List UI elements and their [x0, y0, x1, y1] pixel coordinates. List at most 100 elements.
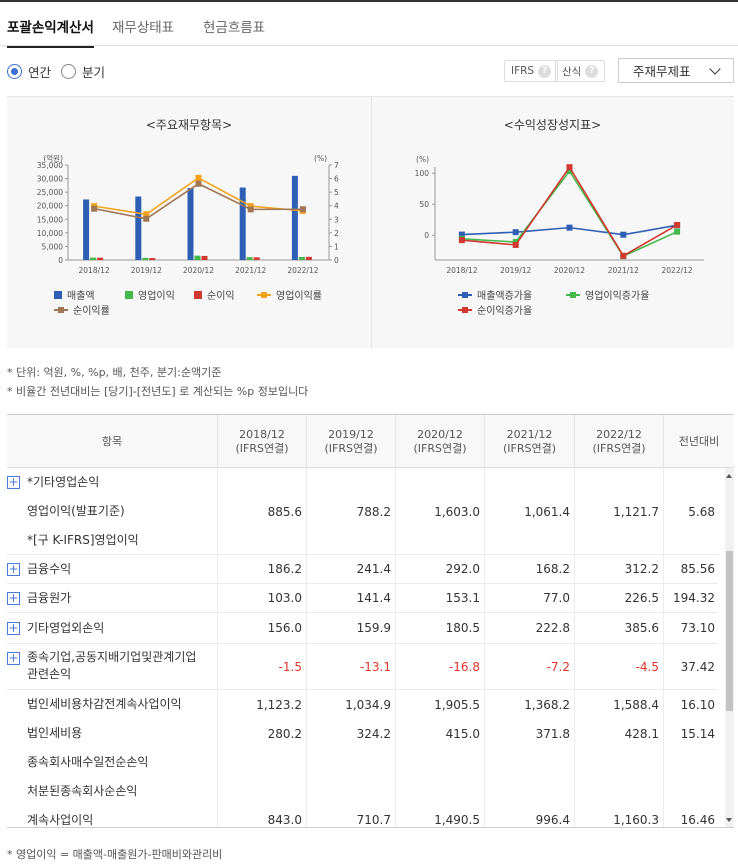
unit-note: * 단위: 억원, %, %p, 배, 천주, 분기:순액기준 [7, 366, 222, 379]
expand-plus-icon[interactable]: + [7, 475, 20, 489]
series-line-1 [93, 182, 303, 220]
table-cell [217, 526, 302, 554]
table-cell [306, 526, 391, 554]
help-icon[interactable]: ? [585, 64, 599, 78]
table-cell: 1,034.9 [345, 697, 391, 712]
column-header-basis: (IFRS연결) [502, 441, 557, 455]
table-row: + 종속기업,공동지배기업및관계기업관련손익 -1.5 -13.1 -16.8 -7.2 -… [7, 644, 718, 690]
line-point-1 [143, 215, 150, 222]
table-row: + 금융원가 103.0 141.4 153.1 77.0 226.5 194.32 [7, 584, 718, 613]
legend-label: 순이익률 [73, 306, 110, 317]
table-cell: -4.5 [635, 659, 659, 674]
column-divider [484, 468, 485, 827]
statement-type-select[interactable]: 주재무제표 [618, 58, 734, 83]
legend-swatch-line [458, 306, 472, 314]
bar-2 [305, 256, 312, 260]
income-statement-table: + *기타영업손익 영업이익(발표기준) 885.6 788.2 1,603.0 1,061… [7, 468, 734, 828]
radio-annual[interactable]: 연간 [7, 62, 51, 81]
table-cell: 194.32 [673, 591, 715, 605]
scrollbar-thumb[interactable] [726, 551, 733, 711]
radio-quarter[interactable]: 분기 [61, 62, 105, 81]
legend-label: 매출액 [67, 291, 95, 302]
table-cell: 788.2 [356, 504, 391, 519]
table-cell [217, 468, 302, 497]
row-label: 처분된종속회사순손익 [27, 784, 138, 798]
chart-title-financial-items: <주요재무항목> [145, 118, 233, 132]
y-tick-label-right: 2 [334, 229, 339, 238]
line-point-1 [91, 205, 98, 212]
chevron-down-icon [709, 63, 721, 75]
table-scrollbar[interactable] [725, 468, 734, 827]
table-cell [395, 468, 480, 497]
tab-income-statement[interactable]: 포괄손익계산서 [7, 16, 94, 48]
line-point-0 [512, 229, 519, 236]
bar-0 [291, 175, 298, 260]
table-cell [574, 468, 659, 497]
expand-plus-icon[interactable]: + [7, 621, 20, 635]
table-cell: 153.1 [445, 591, 480, 605]
row-label: 영업이익(발표기준) [27, 504, 125, 518]
table-cell: 186.2 [267, 562, 302, 576]
table-row: 영업이익(발표기준) 885.6 788.2 1,603.0 1,061.4 1,121.… [7, 497, 718, 526]
table-cell: 226.5 [624, 591, 659, 605]
y-tick-label-left: 0 [58, 256, 63, 265]
table-row: 계속사업이익 843.0 710.7 1,490.5 996.4 1,160.3 16.46 [7, 806, 718, 828]
scroll-down-arrow-icon[interactable] [726, 818, 732, 822]
y-axis-unit-left: (억원) [43, 154, 63, 163]
column-header-2019: 2019/12 (IFRS연결) [306, 415, 395, 468]
table-row: 처분된종속회사순손익 [7, 777, 718, 806]
ifrs-button[interactable]: IFRS ? [504, 60, 559, 82]
help-icon[interactable]: ? [538, 64, 552, 78]
expand-plus-icon[interactable]: + [7, 562, 20, 576]
y-tick-label-left: 30,000 [37, 175, 63, 184]
line-point-1 [566, 168, 573, 175]
radio-quarter-indicator[interactable] [61, 64, 76, 79]
column-header-2021: 2021/12 (IFRS연결) [484, 415, 574, 468]
column-header-2022: 2022/12 (IFRS연결) [574, 415, 663, 468]
charts-divider [371, 97, 372, 349]
y-tick-label-left: 25,000 [37, 188, 63, 197]
formula-button[interactable]: 산식 ? [555, 60, 606, 82]
table-cell [484, 526, 570, 554]
table-cell: 885.6 [267, 504, 302, 519]
column-header-item: 항목 [7, 415, 217, 468]
bar-1 [194, 255, 201, 260]
column-header-year: 2022/12 [596, 427, 642, 441]
table-cell: 5.68 [688, 504, 715, 519]
table-cell: 156.0 [267, 621, 302, 635]
tab-cash-flow[interactable]: 현금흐름표 [203, 20, 266, 36]
table-cell: 77.0 [543, 591, 570, 605]
table-cell [395, 526, 480, 554]
y-tick-label-left: 35,000 [37, 161, 63, 170]
x-tick-label: 2018/12 [79, 266, 110, 275]
table-cell: 1,490.5 [434, 813, 480, 827]
column-divider [217, 468, 218, 827]
radio-annual-label: 연간 [28, 65, 52, 80]
y-tick-label: 50 [419, 200, 429, 209]
table-cell: 168.2 [535, 562, 570, 576]
financial-items-chart: 0 5,000 10,000 15,000 20,000 25,000 30,000 35,0… [37, 154, 339, 275]
table-cell: 280.2 [267, 726, 302, 741]
table-cell: 710.7 [356, 813, 391, 827]
bar-1 [246, 257, 253, 260]
column-header-label: 항목 [101, 434, 123, 448]
radio-annual-indicator[interactable] [7, 64, 22, 79]
x-tick-label: 2021/12 [235, 266, 266, 275]
table-row: + 기타영업외손익 156.0 159.9 180.5 222.8 385.6 73.10 [7, 613, 718, 644]
legend-label: 영업이익 [138, 291, 175, 302]
y-tick-label-left: 5,000 [42, 242, 64, 251]
row-label: 종속기업,공동지배기업및관계기업관련손익 [27, 650, 197, 681]
table-cell: 1,905.5 [434, 697, 480, 712]
table-cell: 292.0 [445, 562, 480, 576]
table-row: 종속회사매수일전순손익 [7, 748, 718, 777]
legend-swatch-bar [125, 290, 133, 299]
line-point-1 [674, 228, 681, 235]
scroll-up-arrow-icon[interactable] [726, 474, 732, 478]
table-cell [663, 777, 715, 806]
expand-plus-icon[interactable]: + [7, 591, 20, 605]
tab-balance-sheet[interactable]: 재무상태표 [112, 20, 175, 36]
expand-plus-icon[interactable]: + [7, 651, 20, 665]
column-header-2018: 2018/12 (IFRS연결) [217, 415, 306, 468]
table-cell: 222.8 [535, 621, 570, 635]
table-row: 법인세비용 280.2 324.2 415.0 371.8 428.1 15.14 [7, 719, 718, 748]
